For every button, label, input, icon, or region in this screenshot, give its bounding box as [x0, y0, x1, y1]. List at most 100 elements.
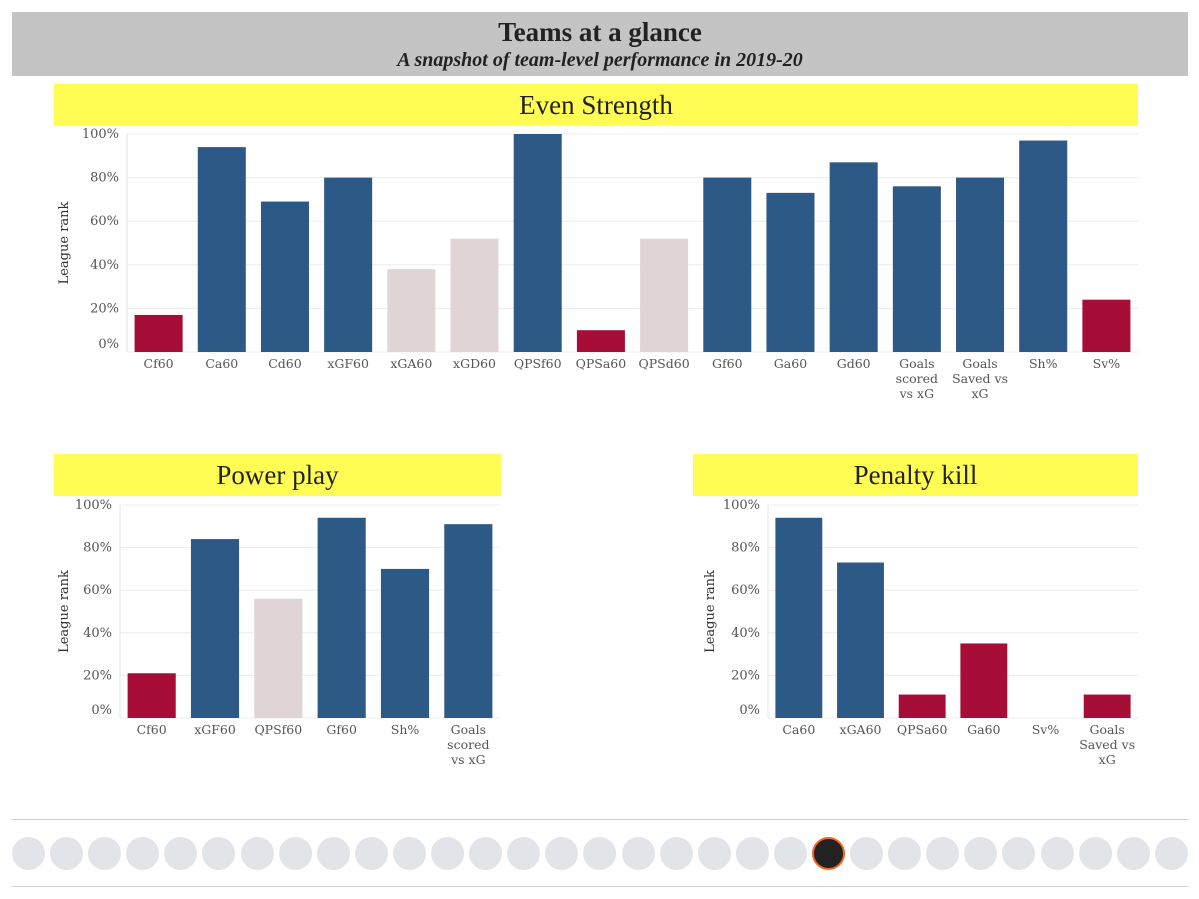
page-subtitle: A snapshot of team-level performance in …: [397, 49, 803, 71]
devils-logo: [621, 836, 655, 870]
maple-leafs-logo: [1002, 836, 1036, 870]
x-tick-label: QPSf60: [514, 356, 562, 371]
x-tick-label: Cd60: [268, 356, 302, 371]
canadiens-logo: [583, 836, 617, 870]
stars-logo: [354, 836, 388, 870]
y-tick-label: 40%: [83, 626, 112, 641]
wild-logo: [545, 836, 579, 870]
x-tick-label: Sv%: [1093, 356, 1121, 371]
capitals-logo: [1154, 836, 1188, 870]
footer-divider-top: [12, 819, 1188, 820]
y-tick-label: 40%: [90, 258, 119, 273]
y-tick-label: 80%: [83, 541, 112, 556]
hurricanes-logo: [164, 836, 198, 870]
power-play-title: Power play: [54, 454, 501, 496]
panthers-logo: [469, 836, 503, 870]
bar-cf60: [134, 314, 183, 352]
x-tick-label: xGA60: [840, 722, 882, 737]
predators-logo: [659, 836, 693, 870]
sabres-logo: [126, 836, 160, 870]
x-tick-label: xGD60: [453, 356, 496, 371]
bar-gd60: [829, 162, 878, 352]
kings-logo: [507, 836, 541, 870]
y-tick-label: 60%: [83, 583, 112, 598]
bar-goals-saved-vs-xg: [1083, 694, 1131, 718]
power-play-chart: 0% 20% 40% 60% 80% 100% League rank Cf60 xGF60 QP…: [57, 498, 500, 767]
y-tick-label: 0%: [91, 703, 112, 718]
x-tick-label: Goals scored vs xG: [447, 722, 489, 767]
bar-xga60: [837, 562, 884, 718]
x-tick-label: Sh%: [1029, 356, 1058, 371]
y-tick-label: 0%: [98, 337, 119, 352]
golden-knights-logo: [1078, 836, 1112, 870]
senators-logo: [773, 836, 807, 870]
oilers-logo: [431, 836, 465, 870]
blue-jackets-logo: [202, 836, 236, 870]
x-tick-label: xGA60: [390, 356, 432, 371]
ducks-logo: [12, 836, 45, 870]
x-tick-label: Ca60: [205, 356, 238, 371]
y-tick-label: 60%: [90, 214, 119, 229]
avalanche-logo: [316, 836, 350, 870]
y-tick-label: 80%: [90, 171, 119, 186]
y-tick-label: 100%: [75, 498, 112, 513]
y-tick-label: 20%: [90, 301, 119, 316]
x-tick-label: Goals scored vs xG: [896, 356, 938, 401]
blues-logo: [926, 836, 960, 870]
y-tick-label: 60%: [731, 583, 760, 598]
bar-xgf60: [190, 539, 240, 718]
blackhawks-logo: [278, 836, 312, 870]
bar-sv-: [1082, 299, 1131, 352]
bar-xgf60: [324, 177, 373, 352]
y-tick-label: 40%: [731, 626, 760, 641]
y-tick-label: 100%: [723, 498, 760, 513]
x-tick-label: Cf60: [137, 722, 167, 737]
bar-qpsd60: [640, 238, 689, 352]
x-tick-label: QPSa60: [576, 356, 627, 371]
x-tick-label: Ga60: [774, 356, 807, 371]
flyers-logo: [811, 836, 845, 870]
bar-qpsf60: [254, 598, 303, 718]
penalty-kill-chart: 0% 20% 40% 60% 80% 100% League rank Ca60 xGA60 QP…: [703, 498, 1138, 767]
bar-sh-: [1019, 140, 1068, 352]
y-tick-label: 80%: [731, 541, 760, 556]
red-wings-logo: [392, 836, 426, 870]
penguins-logo: [850, 836, 884, 870]
bar-xgd60: [450, 238, 499, 352]
sharks-logo: [888, 836, 922, 870]
even-strength-title: Even Strength: [54, 84, 1138, 126]
team-logos-strip: [12, 826, 1188, 880]
x-tick-label: Sh%: [391, 722, 420, 737]
y-tick-label: 100%: [82, 127, 119, 142]
x-tick-label: Gf60: [326, 722, 357, 737]
bar-goals-scored-vs-xg: [444, 524, 493, 718]
bar-qpsa60: [898, 694, 946, 718]
bar-goals-saved-vs-xg: [956, 177, 1005, 352]
bar-sh-: [380, 568, 430, 718]
x-tick-label: QPSa60: [897, 722, 948, 737]
even-strength-chart: 0% 20% 40% 60% 80% 100% League rank Cf60 Ca60 Cd6…: [57, 127, 1138, 401]
jets-logo: [1116, 836, 1150, 870]
y-tick-label: 20%: [83, 668, 112, 683]
x-tick-label: Goals Saved vs xG: [1079, 722, 1135, 767]
bar-ca60: [775, 517, 823, 718]
y-axis-label: League rank: [57, 201, 72, 284]
x-tick-label: xGF60: [194, 722, 236, 737]
bar-ga60: [766, 192, 815, 352]
bar-cd60: [260, 201, 309, 352]
islanders-logo: [697, 836, 731, 870]
x-tick-label: Gd60: [837, 356, 871, 371]
x-tick-label: QPSd60: [639, 356, 690, 371]
lightning-logo: [964, 836, 998, 870]
penalty-kill-title: Penalty kill: [693, 454, 1138, 496]
header-banner: Teams at a glance A snapshot of team-lev…: [12, 12, 1188, 76]
footer-divider-bottom: [12, 886, 1188, 887]
y-tick-label: 0%: [739, 703, 760, 718]
coyotes-logo: [50, 836, 84, 870]
x-tick-label: Sv%: [1032, 722, 1060, 737]
x-tick-label: Gf60: [712, 356, 743, 371]
y-axis-label: League rank: [57, 570, 72, 653]
bar-goals-scored-vs-xg: [892, 186, 941, 352]
bar-qpsa60: [576, 330, 625, 352]
x-tick-label: Ca60: [782, 722, 815, 737]
